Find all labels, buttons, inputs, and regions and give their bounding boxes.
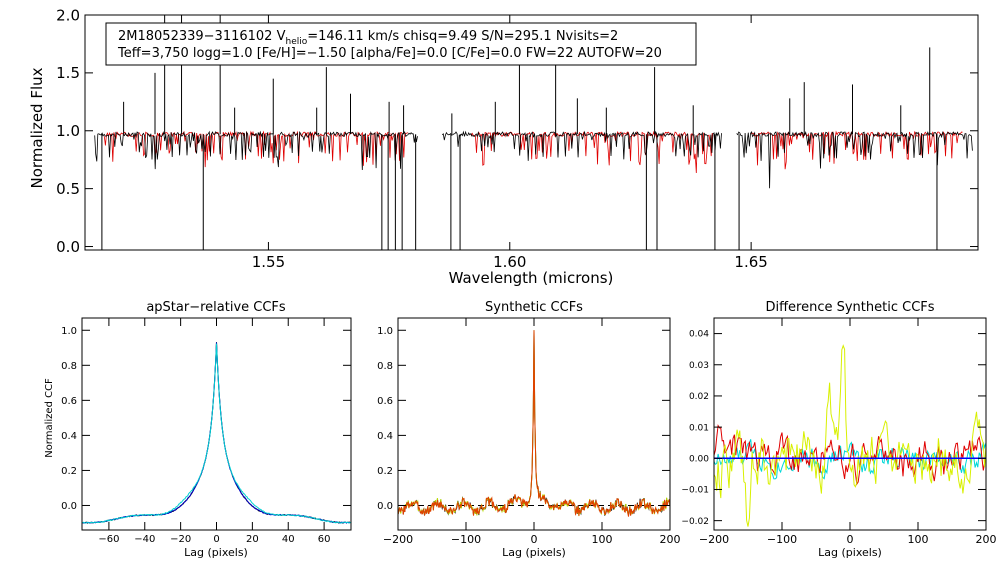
spectrum-emission-spikes <box>123 15 931 135</box>
apstar-ccf-xtick-label: 40 <box>282 534 295 545</box>
difference-ccf-xtick-label: 0 <box>847 533 854 546</box>
difference-ccf-series-line <box>713 424 987 486</box>
synthetic-ccf-xtick-label: −200 <box>383 533 413 546</box>
difference-ccf-ticks: −200 −100 0 100 200 −0.02 −0.01 0.00 0.01 0.02 0.0… <box>681 318 997 546</box>
synthetic-ccf-ytick-label: 0.6 <box>377 396 393 407</box>
spectrum-xtick-label: 1.60 <box>493 253 526 271</box>
difference-ccf-panel: −200 −100 0 100 200 −0.02 −0.01 0.00 0.01 0.02 0.0… <box>681 300 996 559</box>
synthetic-ccf-ytick-label: 0.2 <box>377 466 393 477</box>
apstar-ccf-ytick-label: 0.4 <box>61 431 77 442</box>
apstar-ccf-ytick-label: 1.0 <box>61 326 77 337</box>
synthetic-ccf-lines <box>397 330 671 517</box>
annotation-line1: 2M18052339−3116102 Vhelio=146.11 km/s ch… <box>118 29 618 47</box>
difference-ccf-title: Difference Synthetic CCFs <box>765 300 934 315</box>
apstar-ccf-ylabel: Normalized CCF <box>44 378 55 458</box>
difference-ccf-ytick-label: 0.04 <box>689 330 709 340</box>
synthetic-ccf-series-line <box>397 330 671 517</box>
apstar-ccf-lines <box>81 342 352 524</box>
difference-ccf-ytick-label: 0.01 <box>689 423 709 433</box>
spectrum-deep-absorptions <box>101 134 938 250</box>
spectrum-xtick-label: 1.65 <box>734 253 767 271</box>
apstar-ccf-ytick-label: 0.0 <box>61 501 77 512</box>
synthetic-ccf-xtick-label: 200 <box>660 533 681 546</box>
apstar-ccf-ytick-label: 0.8 <box>61 361 77 372</box>
apstar-ccf-ytick-label: 0.6 <box>61 396 77 407</box>
synthetic-ccf-ticks: −200 −100 0 100 200 0.0 0.2 0.4 0.6 0.8 1.0 <box>377 318 681 546</box>
spectrum-ytick-label: 0.0 <box>56 238 80 256</box>
difference-ccf-xlabel: Lag (pixels) <box>818 546 882 559</box>
difference-ccf-ytick-label: 0.02 <box>689 392 709 402</box>
spectrum-frame <box>84 14 979 251</box>
apstar-ccf-xtick-label: −40 <box>134 534 155 545</box>
apstar-ccf-xtick-label: −20 <box>170 534 191 545</box>
spectrum-ytick-label: 1.5 <box>56 64 80 82</box>
synthetic-ccf-xtick-label: 100 <box>592 533 613 546</box>
difference-ccf-ytick-label: −0.02 <box>681 517 709 527</box>
apstar-ccf-series-line <box>81 343 352 524</box>
difference-ccf-xtick-label: 200 <box>976 533 997 546</box>
difference-ccf-lines <box>713 344 987 527</box>
spectrum-ytick-label: 0.5 <box>56 180 80 198</box>
apstar-ccf-series-line <box>82 342 352 524</box>
apstar-ccf-xlabel: Lag (pixels) <box>184 546 248 559</box>
apstar-ccf-ytick-label: 0.2 <box>61 466 77 477</box>
spectrum-ytick-label: 1.0 <box>56 122 80 140</box>
annotation-line1-suffix: =146.11 km/s chisq=9.49 S/N=295.1 Nvisit… <box>307 29 618 44</box>
synthetic-ccf-ytick-label: 0.8 <box>377 361 393 372</box>
synthetic-ccf-panel: −200 −100 0 100 200 0.0 0.2 0.4 0.6 0.8 1.0 Synthe… <box>377 300 680 559</box>
annotation-line1-prefix: 2M18052339−3116102 V <box>118 29 286 44</box>
synthetic-ccf-xtick-label: −100 <box>451 533 481 546</box>
difference-ccf-frame <box>713 317 987 531</box>
synthetic-ccf-ytick-label: 0.0 <box>377 501 393 512</box>
apstar-ccf-xtick-label: −60 <box>98 534 119 545</box>
spectrum-panel: 1.55 1.60 1.65 0.0 0.5 1.0 1.5 2.0 Wavelength (… <box>28 6 979 287</box>
apstar-ccf-panel: −60 −40 −20 0 20 40 60 0.0 0.2 0.4 0.6 0.8 1.0 apSta… <box>44 300 352 559</box>
synthetic-ccf-ytick-label: 0.4 <box>377 431 393 442</box>
apstar-ccf-xtick-label: 0 <box>213 534 219 545</box>
apstar-ccf-ticks: −60 −40 −20 0 20 40 60 0.0 0.2 0.4 0.6 0.8 1.0 <box>61 318 351 545</box>
spectrum-annotation-box: 2M18052339−3116102 Vhelio=146.11 km/s ch… <box>105 22 697 66</box>
spectrum-ticks: 1.55 1.60 1.65 0.0 0.5 1.0 1.5 2.0 <box>56 6 978 271</box>
difference-ccf-ytick-label: −0.01 <box>681 486 709 496</box>
difference-ccf-ytick-label: 0.00 <box>689 454 709 464</box>
synthetic-ccf-title: Synthetic CCFs <box>485 300 583 315</box>
spectrum-ytick-label: 2.0 <box>56 6 80 24</box>
difference-ccf-xtick-label: −200 <box>699 533 729 546</box>
spectrum-observed-line <box>94 130 973 189</box>
annotation-line2: Teff=3,750 logg=1.0 [Fe/H]=−1.50 [alpha/… <box>117 46 662 61</box>
apstar-ccf-title: apStar−relative CCFs <box>146 300 286 315</box>
synthetic-ccf-ytick-label: 1.0 <box>377 326 393 337</box>
annotation-line1-sub: helio <box>285 37 307 47</box>
difference-ccf-xtick-label: 100 <box>908 533 929 546</box>
difference-ccf-ytick-label: 0.03 <box>689 361 709 371</box>
annotation-frame <box>105 22 697 66</box>
spectrum-ylabel: Normalized Flux <box>28 67 46 188</box>
spectrum-xtick-label: 1.55 <box>252 253 285 271</box>
apstar-ccf-xtick-label: 20 <box>246 534 259 545</box>
apstar-ccf-series-line <box>81 342 352 524</box>
spectrum-xlabel: Wavelength (microns) <box>449 269 614 287</box>
difference-ccf-series-line <box>713 344 987 527</box>
synthetic-ccf-xlabel: Lag (pixels) <box>502 546 566 559</box>
apstar-ccf-xtick-label: 60 <box>318 534 331 545</box>
difference-ccf-xtick-label: −100 <box>767 533 797 546</box>
synthetic-ccf-xtick-label: 0 <box>531 533 538 546</box>
